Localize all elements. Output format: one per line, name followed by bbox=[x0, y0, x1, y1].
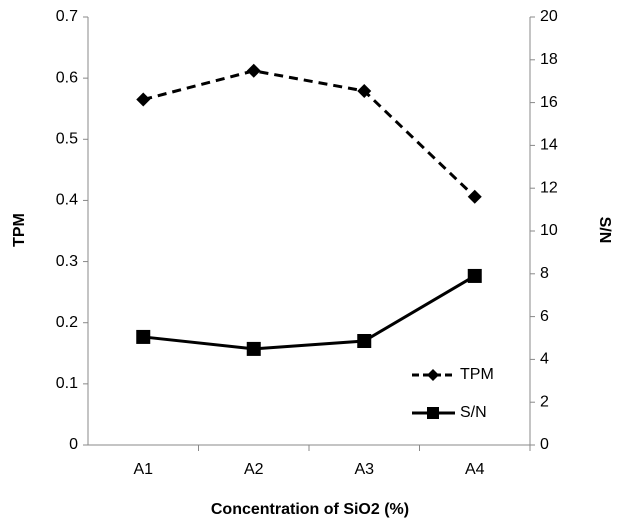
marker bbox=[136, 92, 151, 107]
series-line bbox=[142, 69, 476, 198]
x-tick-label: A4 bbox=[465, 461, 485, 478]
y2-tick-label: 12 bbox=[540, 179, 558, 196]
y2-tick-label: 8 bbox=[540, 265, 549, 282]
y-tick-label: 0 bbox=[69, 436, 78, 453]
marker bbox=[357, 83, 372, 98]
x-axis-title: Concentration of SiO2 (%) bbox=[211, 501, 409, 518]
legend-marker bbox=[427, 407, 439, 419]
series-line bbox=[143, 274, 476, 351]
y-tick-label: 0.2 bbox=[56, 314, 78, 331]
y-tick-label: 0.4 bbox=[56, 192, 78, 209]
marker bbox=[467, 189, 482, 204]
marker bbox=[246, 63, 261, 78]
x-tick-label: A3 bbox=[354, 461, 374, 478]
y-tick-label: 0.6 bbox=[56, 69, 78, 86]
y-tick-label: 0.7 bbox=[56, 8, 78, 25]
y2-tick-label: 4 bbox=[540, 351, 549, 368]
y2-tick-label: 10 bbox=[540, 222, 558, 239]
y2-tick-label: 6 bbox=[540, 308, 549, 325]
legend-label: TPM bbox=[460, 366, 494, 383]
y2-tick-label: 0 bbox=[540, 436, 549, 453]
legend-marker bbox=[427, 369, 439, 381]
marker bbox=[357, 333, 372, 348]
y-tick-label: 0.5 bbox=[56, 131, 78, 148]
y2-tick-label: 2 bbox=[540, 393, 549, 410]
y-tick-label: 0.1 bbox=[56, 375, 78, 392]
y-tick-label: 0.3 bbox=[56, 253, 78, 270]
y-axis-title: TPM bbox=[11, 213, 28, 247]
y2-axis-title: S/N bbox=[596, 217, 613, 244]
y2-tick-label: 16 bbox=[540, 94, 558, 111]
marker bbox=[246, 341, 261, 356]
marker bbox=[136, 329, 151, 344]
y2-tick-label: 18 bbox=[540, 51, 558, 68]
y2-tick-label: 20 bbox=[540, 8, 558, 25]
x-tick-label: A2 bbox=[244, 461, 264, 478]
marker bbox=[467, 268, 482, 283]
x-tick-label: A1 bbox=[133, 461, 153, 478]
legend-label: S/N bbox=[460, 404, 487, 421]
y2-tick-label: 14 bbox=[540, 137, 558, 154]
